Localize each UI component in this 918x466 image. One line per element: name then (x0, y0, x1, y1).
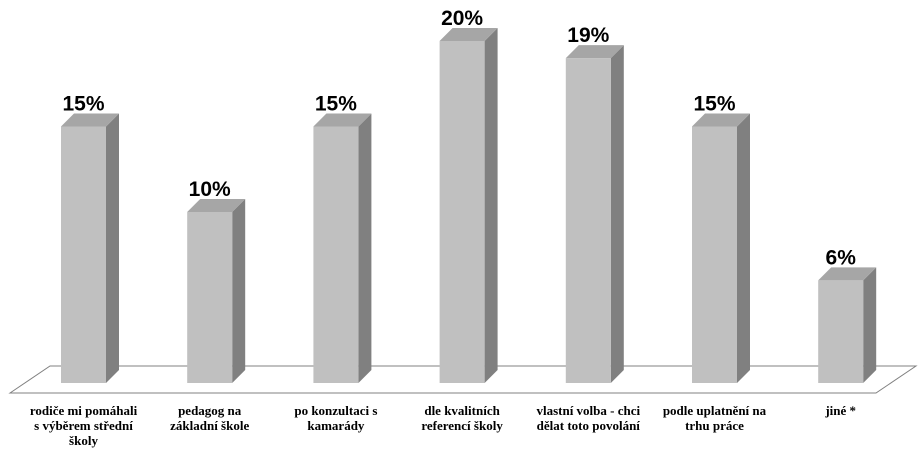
bar-front (313, 126, 359, 383)
bar-top (61, 113, 119, 127)
bar-front (565, 58, 611, 383)
bar (439, 28, 498, 383)
data-label: 15% (315, 93, 357, 116)
floor-plane (8, 365, 918, 394)
bar-front (818, 280, 864, 383)
bar (565, 45, 624, 383)
category-label: dle kvalitních referencí školy (421, 403, 503, 433)
bar-front (187, 212, 233, 383)
chart-floor (8, 365, 918, 394)
bar (692, 113, 750, 383)
bar-side (863, 267, 877, 383)
data-label: 19% (567, 24, 609, 47)
data-labels: 15% 10% 15% 20% 19% 15% 6% (62, 7, 856, 269)
bar-top (313, 113, 372, 127)
bar-series (61, 28, 877, 383)
bar-top (439, 28, 498, 41)
category-label: jiné * (825, 403, 857, 418)
bar-side (737, 113, 750, 383)
bar-side (484, 28, 498, 383)
category-label: vlastní volba - chci dělat toto povolání (536, 403, 641, 433)
bar-side (232, 199, 246, 383)
bar-front (692, 126, 737, 383)
bar (313, 113, 372, 383)
category-label: rodiče mi pomáhali s výběrem střední ško… (29, 403, 138, 448)
data-label: 6% (826, 246, 857, 269)
data-label: 20% (441, 7, 483, 30)
data-label: 10% (189, 178, 231, 201)
bar-top (818, 267, 877, 281)
bar-side (358, 113, 372, 383)
bar-top (565, 45, 624, 59)
category-label: po konzultaci s kamarády (294, 403, 378, 433)
bar-front (61, 126, 106, 383)
bar (61, 113, 119, 383)
bar (818, 267, 877, 383)
data-label: 15% (693, 93, 735, 116)
bar-side (610, 45, 624, 383)
category-label: pedagog na základní škole (170, 403, 250, 433)
bar-top (692, 113, 750, 127)
bar-front (439, 41, 485, 383)
bar-side (106, 113, 119, 383)
category-label: podle uplatnění na trhu práce (662, 403, 767, 433)
bar-top (187, 199, 246, 212)
bar (187, 199, 246, 383)
data-label: 15% (62, 93, 104, 116)
